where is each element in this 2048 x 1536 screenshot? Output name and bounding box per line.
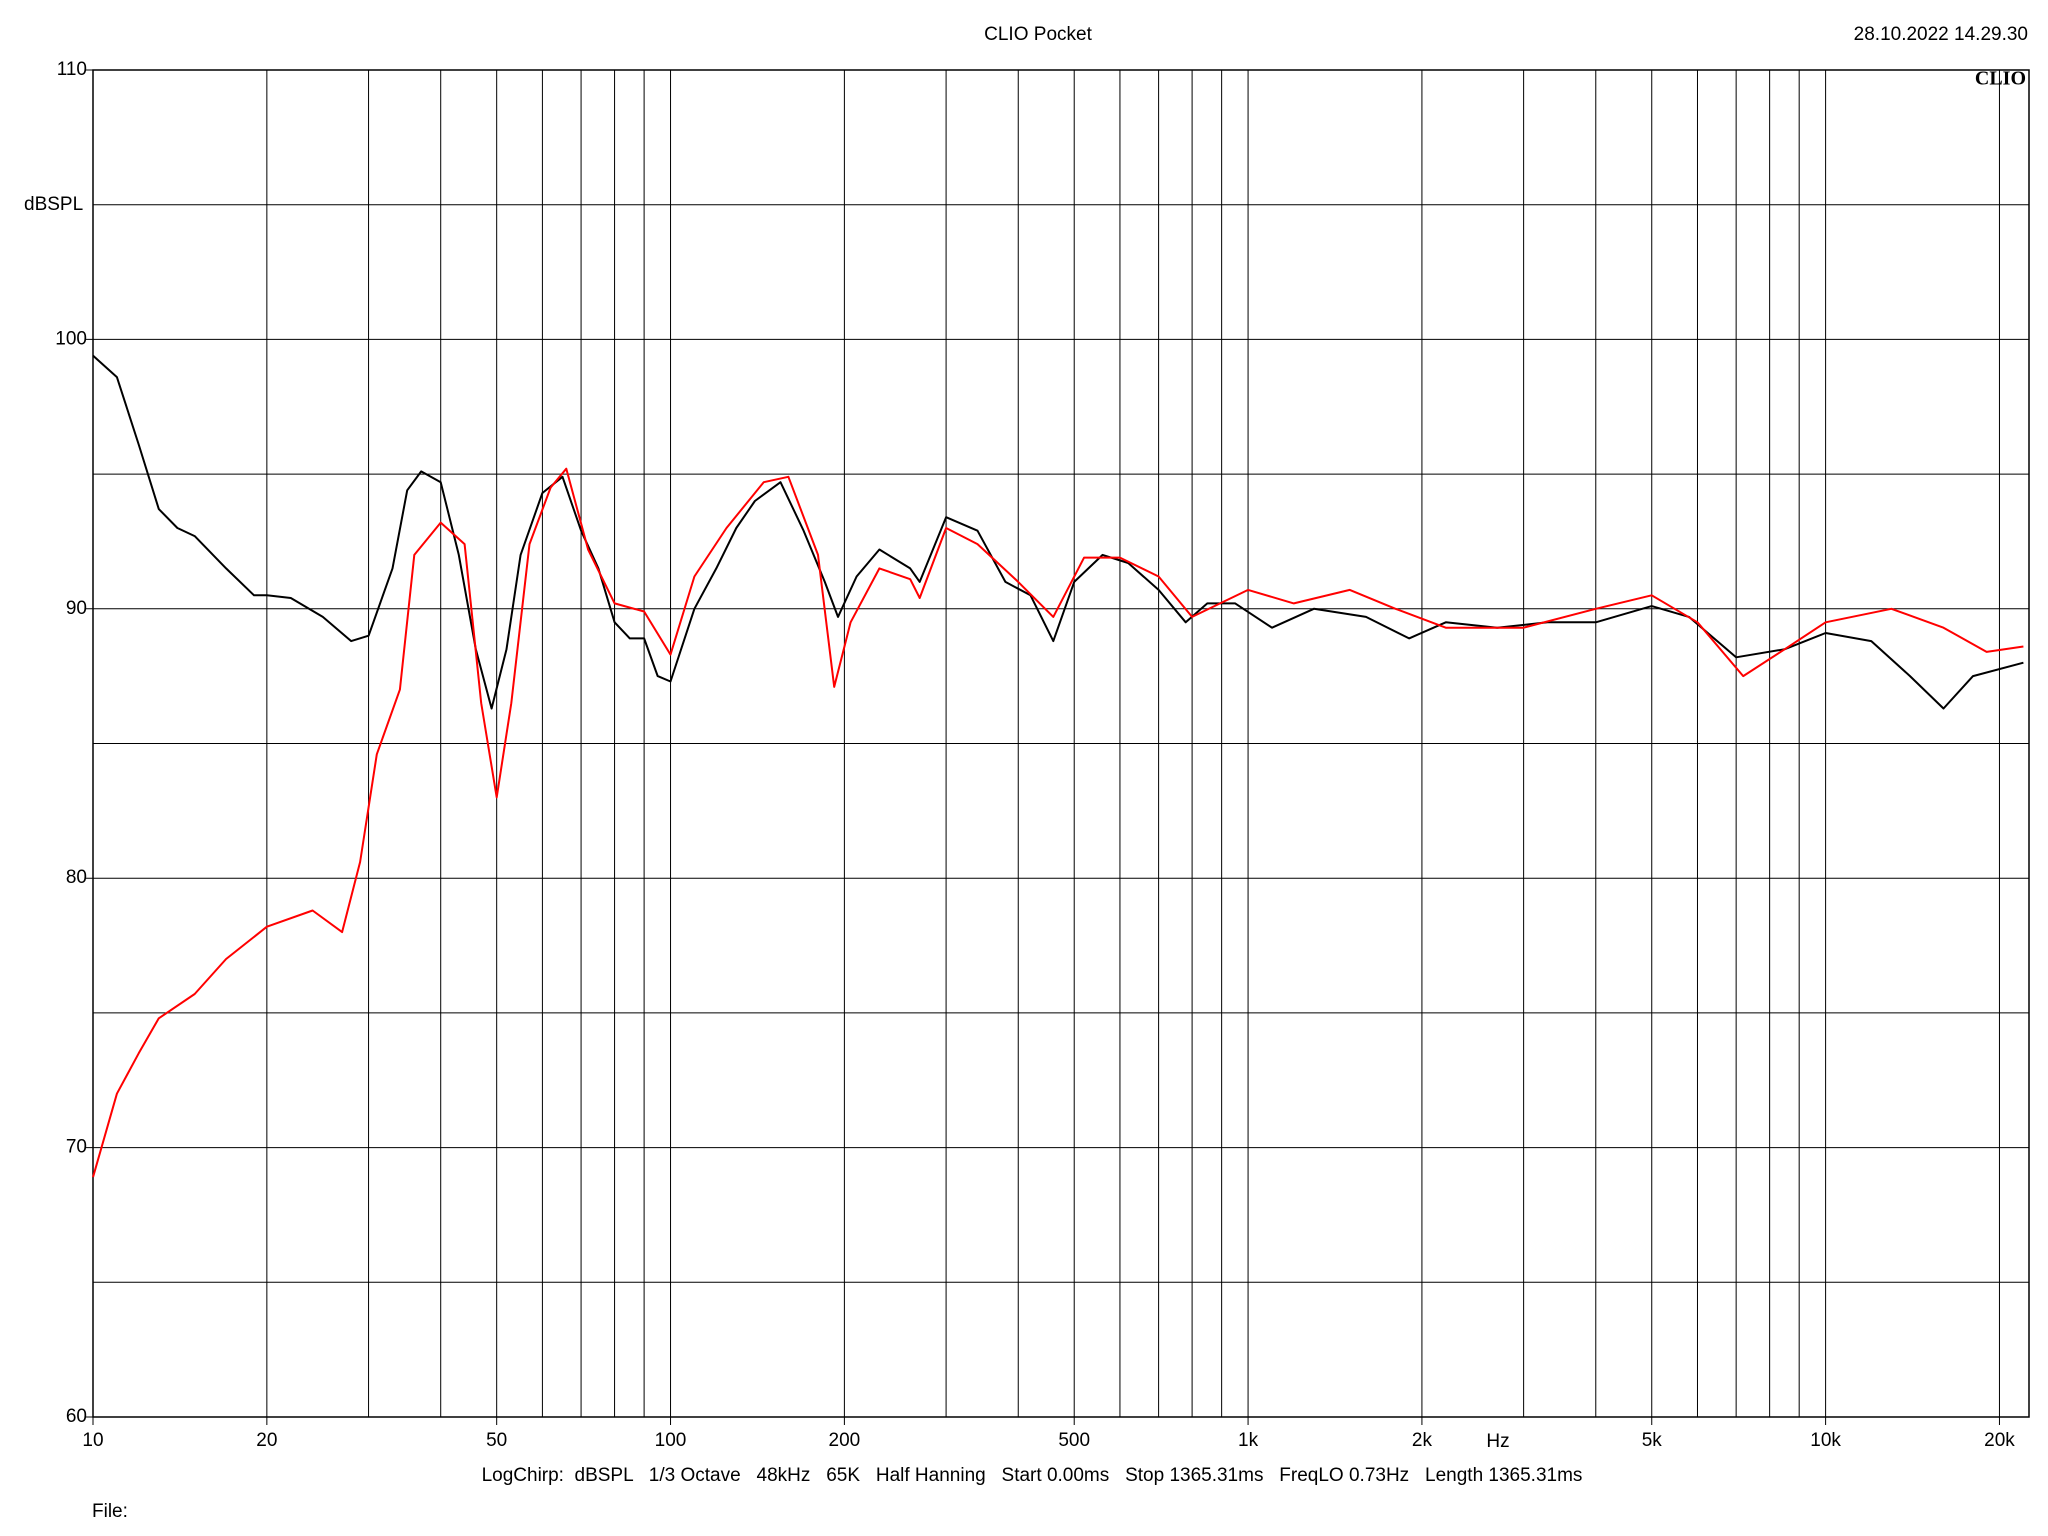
chart-title: CLIO Pocket: [984, 24, 1092, 45]
x-tick-label: 1k: [1238, 1430, 1259, 1451]
data-line: [92, 467, 2024, 1178]
x-axis-label: Hz: [1486, 1431, 1509, 1452]
y-tick-label: 100: [55, 328, 87, 349]
x-tick-label: 20: [256, 1430, 277, 1451]
y-tick-label: 70: [66, 1137, 87, 1158]
x-tick-label: 100: [655, 1430, 687, 1451]
y-tick-label: 60: [66, 1406, 87, 1427]
x-tick-label: 200: [829, 1430, 861, 1451]
logo: CLIO: [1975, 68, 2026, 90]
y-tick-label: 110: [57, 59, 87, 80]
file-label: File:: [92, 1501, 128, 1522]
x-tick-label: 10k: [1810, 1430, 1841, 1451]
y-tick-label: 90: [66, 598, 87, 619]
x-tick-label: 10: [82, 1430, 103, 1451]
x-tick-label: 500: [1058, 1430, 1090, 1451]
x-tick-label: 50: [486, 1430, 507, 1451]
x-tick-label: 2k: [1412, 1430, 1433, 1451]
footer: LogChirp: dBSPL 1/3 Octave 48kHz 65K Hal…: [482, 1465, 1583, 1486]
data-line: [92, 354, 2024, 710]
plot-frame: [92, 69, 2030, 1418]
y-axis-label: dBSPL: [24, 194, 83, 215]
timestamp: 28.10.2022 14.29.30: [1854, 24, 2028, 45]
x-tick-label: 20k: [1984, 1430, 2015, 1451]
x-tick-label: 5k: [1642, 1430, 1663, 1451]
y-tick-label: 80: [66, 867, 87, 888]
